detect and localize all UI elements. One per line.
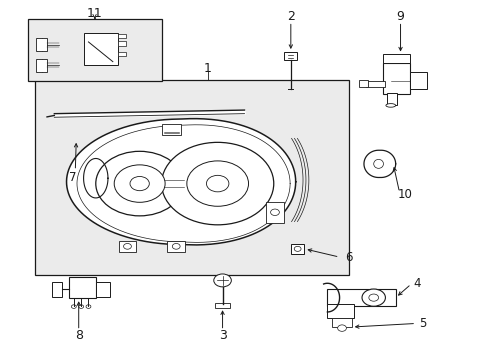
Circle shape — [161, 142, 273, 225]
Polygon shape — [83, 158, 108, 198]
Circle shape — [96, 151, 183, 216]
Bar — [331, 318, 351, 327]
Text: 1: 1 — [203, 62, 211, 75]
Bar — [284, 52, 297, 60]
Bar — [383, 54, 409, 63]
Bar — [36, 59, 47, 72]
Bar — [96, 282, 110, 297]
Ellipse shape — [385, 104, 395, 107]
Text: 8: 8 — [75, 329, 82, 342]
Bar — [266, 202, 283, 223]
Bar — [327, 304, 353, 318]
Bar — [83, 33, 118, 65]
Bar — [167, 241, 184, 252]
Bar — [35, 80, 348, 275]
Circle shape — [213, 274, 231, 287]
Bar — [409, 72, 427, 89]
Bar — [366, 81, 384, 87]
Bar — [358, 80, 367, 87]
Circle shape — [270, 209, 279, 216]
Text: 5: 5 — [418, 317, 426, 330]
Text: 2: 2 — [286, 10, 294, 23]
Bar — [52, 282, 61, 297]
Circle shape — [172, 243, 180, 249]
Bar — [161, 125, 181, 135]
Circle shape — [123, 243, 131, 249]
Text: 11: 11 — [86, 7, 102, 20]
Circle shape — [71, 305, 76, 309]
Polygon shape — [66, 119, 295, 245]
Bar — [386, 93, 396, 105]
Circle shape — [186, 161, 248, 206]
Bar — [118, 41, 126, 45]
Circle shape — [337, 325, 346, 331]
Bar — [383, 63, 409, 94]
Bar — [290, 244, 304, 253]
Text: 10: 10 — [397, 188, 412, 201]
Circle shape — [79, 305, 83, 309]
Text: 3: 3 — [218, 329, 226, 342]
Bar — [36, 39, 47, 51]
Polygon shape — [363, 150, 395, 177]
Text: 9: 9 — [396, 10, 404, 23]
Bar — [215, 303, 229, 308]
Bar — [118, 34, 126, 39]
Circle shape — [294, 246, 301, 251]
Bar — [119, 241, 136, 252]
Circle shape — [130, 176, 149, 191]
Bar — [27, 19, 161, 81]
Text: 7: 7 — [69, 171, 77, 184]
Circle shape — [86, 305, 91, 309]
Ellipse shape — [373, 159, 383, 168]
Circle shape — [114, 165, 165, 202]
Circle shape — [206, 175, 228, 192]
Bar — [118, 52, 126, 56]
Circle shape — [361, 289, 385, 306]
Text: 6: 6 — [345, 251, 352, 264]
Bar — [327, 289, 395, 306]
Circle shape — [368, 294, 378, 301]
Bar — [69, 277, 96, 298]
Text: 4: 4 — [413, 278, 421, 291]
